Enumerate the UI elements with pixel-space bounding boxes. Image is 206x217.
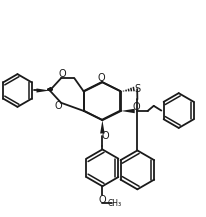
Text: S: S: [134, 84, 140, 94]
Text: CH₃: CH₃: [108, 199, 122, 207]
Text: O: O: [102, 131, 109, 141]
Text: O: O: [99, 195, 106, 205]
Text: O: O: [98, 73, 105, 83]
Text: O: O: [59, 69, 66, 79]
Polygon shape: [121, 109, 135, 113]
Text: O: O: [55, 101, 63, 111]
Polygon shape: [36, 89, 50, 92]
Text: O: O: [133, 102, 140, 112]
Polygon shape: [100, 120, 105, 133]
